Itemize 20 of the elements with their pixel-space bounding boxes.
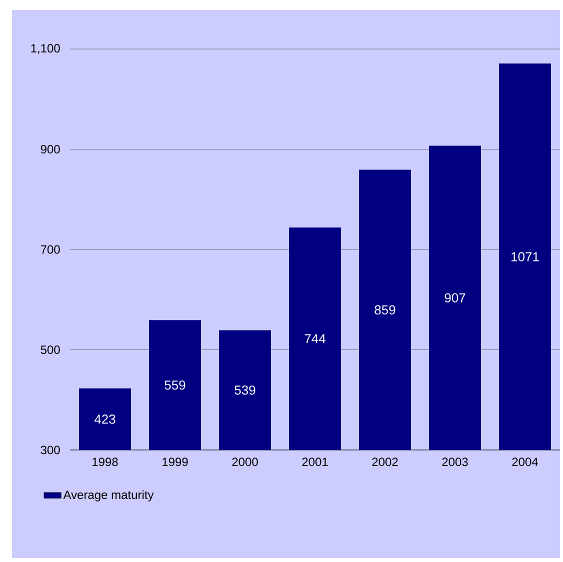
x-tick-label: 2004 <box>512 458 538 466</box>
x-tick-label: 2000 <box>232 458 258 466</box>
data-label: 859 <box>374 305 396 314</box>
data-label: 1071 <box>512 252 539 262</box>
x-tick-label: 1999 <box>162 458 188 466</box>
x-tick-label: 2002 <box>372 458 398 466</box>
y-tick-label: 700 <box>40 245 60 254</box>
data-label: 559 <box>164 380 186 390</box>
data-label: 423 <box>94 414 116 424</box>
x-tick-label: 2003 <box>442 458 468 466</box>
x-tick-label: 1998 <box>92 458 118 466</box>
y-tick-label: 500 <box>40 346 60 354</box>
x-tick-label: 2001 <box>302 458 328 466</box>
data-label: 744 <box>304 334 326 344</box>
y-tick-label: 900 <box>40 145 60 154</box>
data-label: 539 <box>234 385 256 395</box>
data-label: 907 <box>444 293 466 302</box>
y-tick-label: 300 <box>40 446 60 454</box>
legend-label: Average maturity <box>63 490 154 502</box>
y-tick-label: 1,100 <box>31 44 60 54</box>
